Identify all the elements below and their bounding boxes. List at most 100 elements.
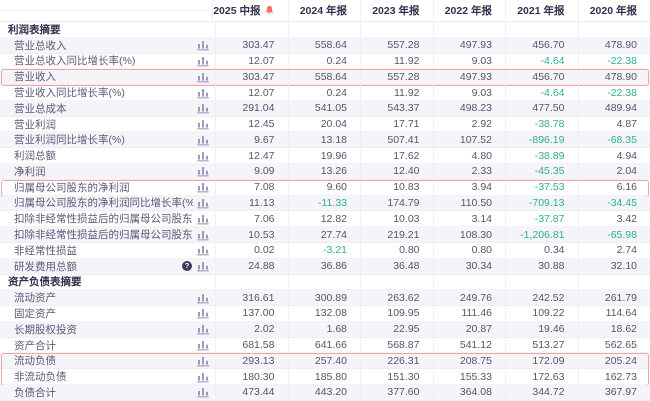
value-cell: 2.33 [432,164,505,180]
value-cell: -38.78 [505,116,578,133]
value-cell: 541.12 [432,337,505,354]
value-cell: 477.50 [505,100,578,117]
bar-chart-icon[interactable] [197,307,209,319]
empty-cell [432,274,505,291]
value-cell: 151.30 [360,369,433,385]
value-cell: 249.76 [432,290,505,307]
value-cell: 543.37 [360,100,433,117]
bar-chart-icon[interactable] [197,213,209,225]
value-cell: 9.67 [215,132,288,149]
bar-chart-icon[interactable] [197,71,209,83]
table-row: 营业总收入同比增长率(%) 12.07 0.24 11.92 9.03 -4.64 -22.… [0,53,650,70]
bar-chart-icon[interactable] [197,87,209,99]
value-cell: 20.04 [287,116,360,133]
bar-chart-icon[interactable] [197,292,209,304]
value-cell: 498.23 [432,100,505,117]
value-cell: 111.46 [432,306,505,322]
column-header-label: 2021 年报 [517,5,565,17]
value-cell: 489.94 [577,100,650,117]
table-row: 非经常性损益 0.02 -3.21 0.80 0.80 0.34 2.74 [0,242,650,259]
value-cell: 132.08 [287,306,360,322]
bar-chart-icon[interactable] [197,229,209,241]
bar-chart-icon[interactable] [197,339,209,351]
empty-cell [360,22,433,38]
value-cell: 9.09 [215,164,288,180]
row-label: 营业利润同比增长率(%) [14,134,125,147]
column-header-2025: 2025 中报 [212,0,287,21]
value-cell: 226.31 [360,353,433,370]
value-cell: 11.92 [360,85,433,101]
bar-chart-icon[interactable] [197,55,209,67]
bar-chart-icon[interactable] [197,371,209,383]
bar-chart-icon[interactable] [197,197,209,209]
value-cell: 2.92 [432,116,505,133]
row-label: 营业利润 [14,118,56,131]
value-cell: 562.65 [577,337,650,354]
bar-chart-icon[interactable] [197,386,209,398]
row-label: 流动负债 [14,355,56,368]
column-header-label: 2024 年报 [299,5,347,17]
value-cell: 107.52 [432,132,505,149]
value-cell: 109.22 [505,306,578,322]
row-label: 营业总收入同比增长率(%) [14,55,136,68]
bar-chart-icon[interactable] [197,323,209,335]
bar-chart-icon[interactable] [197,102,209,114]
value-cell: 0.80 [432,242,505,259]
column-header-2024: 2024 年报 [287,0,361,21]
value-cell: 4.94 [577,148,650,165]
empty-cell [432,22,505,38]
value-cell: 155.33 [432,369,505,385]
bar-chart-icon[interactable] [197,355,209,367]
help-icon[interactable]: ? [182,261,192,272]
value-cell: 9.03 [432,85,505,101]
value-cell: 557.28 [360,69,433,86]
value-cell: 13.26 [287,164,360,180]
table-row: 固定资产 137.00 132.08 109.95 111.46 109.22 114.64 [0,306,650,322]
value-cell: 19.46 [505,321,578,338]
value-cell: -34.45 [577,195,650,212]
value-cell: 1.68 [287,321,360,338]
table-header-row: 2025 中报 2024 年报 2023 年报 2022 年报 2021 年报 2020 … [0,0,650,22]
value-cell: 6.16 [577,179,650,196]
value-cell: 0.02 [215,242,288,259]
alert-bell-icon[interactable] [264,5,275,16]
row-label: 利润总额 [14,150,56,163]
row-label: 资产合计 [14,339,56,352]
row-label: 营业收入 [14,71,56,84]
value-cell: 443.20 [287,384,360,401]
value-cell: 30.34 [432,258,505,275]
value-cell: -37.53 [505,179,578,196]
value-cell: 478.90 [577,69,650,86]
empty-cell [287,274,360,291]
bar-chart-icon[interactable] [197,181,209,193]
section-title: 资产负债表摘要 [8,276,82,289]
value-cell: 137.00 [215,306,288,322]
value-cell: 261.79 [577,290,650,307]
bar-chart-icon[interactable] [197,150,209,162]
table-row: 研发费用总额? 24.88 36.86 36.48 30.34 30.88 32.10 [0,258,650,275]
row-label: 非流动负债 [14,371,67,384]
column-header-2020: 2020 年报 [577,0,650,21]
bar-chart-icon[interactable] [197,134,209,146]
value-cell: 367.97 [577,384,650,401]
value-cell: 641.66 [287,337,360,354]
value-cell: 541.05 [287,100,360,117]
bar-chart-icon[interactable] [197,260,209,272]
value-cell: 10.53 [215,227,288,243]
value-cell: 172.63 [505,369,578,385]
value-cell: 2.74 [577,242,650,259]
value-cell: 558.64 [287,37,360,54]
bar-chart-icon[interactable] [197,39,209,51]
bar-chart-icon[interactable] [197,165,209,177]
column-header-2021: 2021 年报 [505,0,578,21]
value-cell: 7.06 [215,211,288,228]
bar-chart-icon[interactable] [197,244,209,256]
bar-chart-icon[interactable] [197,118,209,130]
value-cell: 0.80 [360,242,433,259]
value-cell: 27.74 [287,227,360,243]
column-header-label: 2023 年报 [372,5,420,17]
value-cell: -22.38 [577,85,650,101]
empty-cell [360,274,433,291]
table-row: 营业总成本 291.04 541.05 543.37 498.23 477.50 489.9… [0,100,650,117]
